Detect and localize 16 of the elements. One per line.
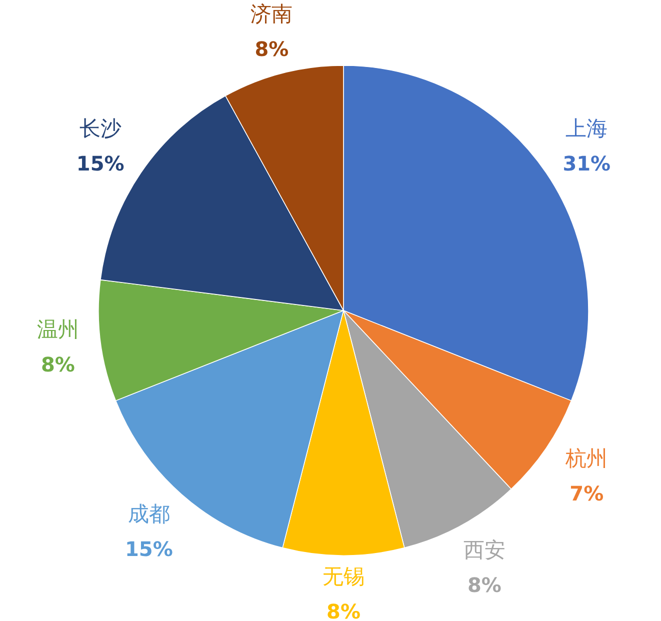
slice-label: 长沙 <box>79 116 122 140</box>
data-label: 8% <box>40 352 75 377</box>
slice-label: 西安 <box>463 538 506 562</box>
data-label: 8% <box>254 36 289 61</box>
data-label: 31% <box>562 151 611 176</box>
data-label: 8% <box>326 600 360 621</box>
slice-label: 无锡 <box>322 564 364 588</box>
data-label: 15% <box>125 537 173 562</box>
slice-label: 杭州 <box>564 446 608 471</box>
data-label: 8% <box>467 572 502 597</box>
slice-label: 温州 <box>36 318 79 342</box>
slice-label: 济南 <box>250 2 293 26</box>
slice-label: 上海 <box>566 116 608 140</box>
slice-label: 成都 <box>128 502 170 526</box>
data-label: 15% <box>76 151 124 176</box>
data-label: 7% <box>570 482 604 506</box>
